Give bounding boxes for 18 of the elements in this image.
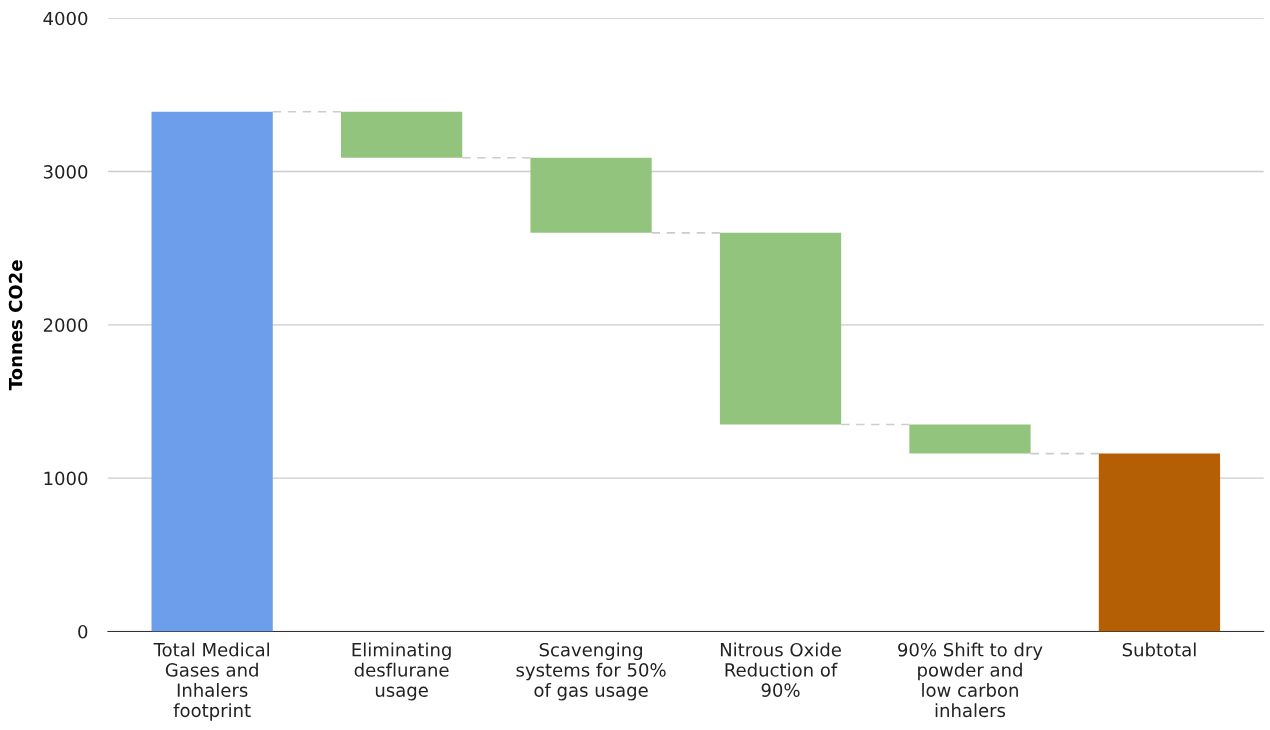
- x-tick-label: Nitrous Oxide Reduction of 90%: [720, 642, 841, 697]
- y-tick-label: 2000: [43, 318, 88, 332]
- bar: [530, 157, 652, 233]
- x-tick-label: Subtotal: [1122, 642, 1196, 657]
- bar: [340, 111, 463, 158]
- bar: [719, 232, 842, 425]
- y-tick-label: 4000: [43, 11, 88, 26]
- bar: [909, 424, 1031, 454]
- y-tick-label: 0: [78, 624, 88, 639]
- x-tick-label: Eliminating desflurane usage: [352, 642, 451, 701]
- x-tick-label: 90% Shift to dry powder and low carbon inhalers: [898, 642, 1043, 718]
- bar: [1098, 453, 1221, 632]
- x-tick-label: Total Medical Gases and Inhalers footprint: [153, 642, 269, 721]
- x-tick-label: Scavenging systems for 50% of gas usage: [516, 642, 666, 701]
- y-axis-title: Tonnes CO2e: [8, 260, 23, 391]
- bar: [151, 111, 273, 632]
- y-tick-label: 3000: [43, 165, 88, 179]
- y-tick-label: 1000: [44, 471, 88, 486]
